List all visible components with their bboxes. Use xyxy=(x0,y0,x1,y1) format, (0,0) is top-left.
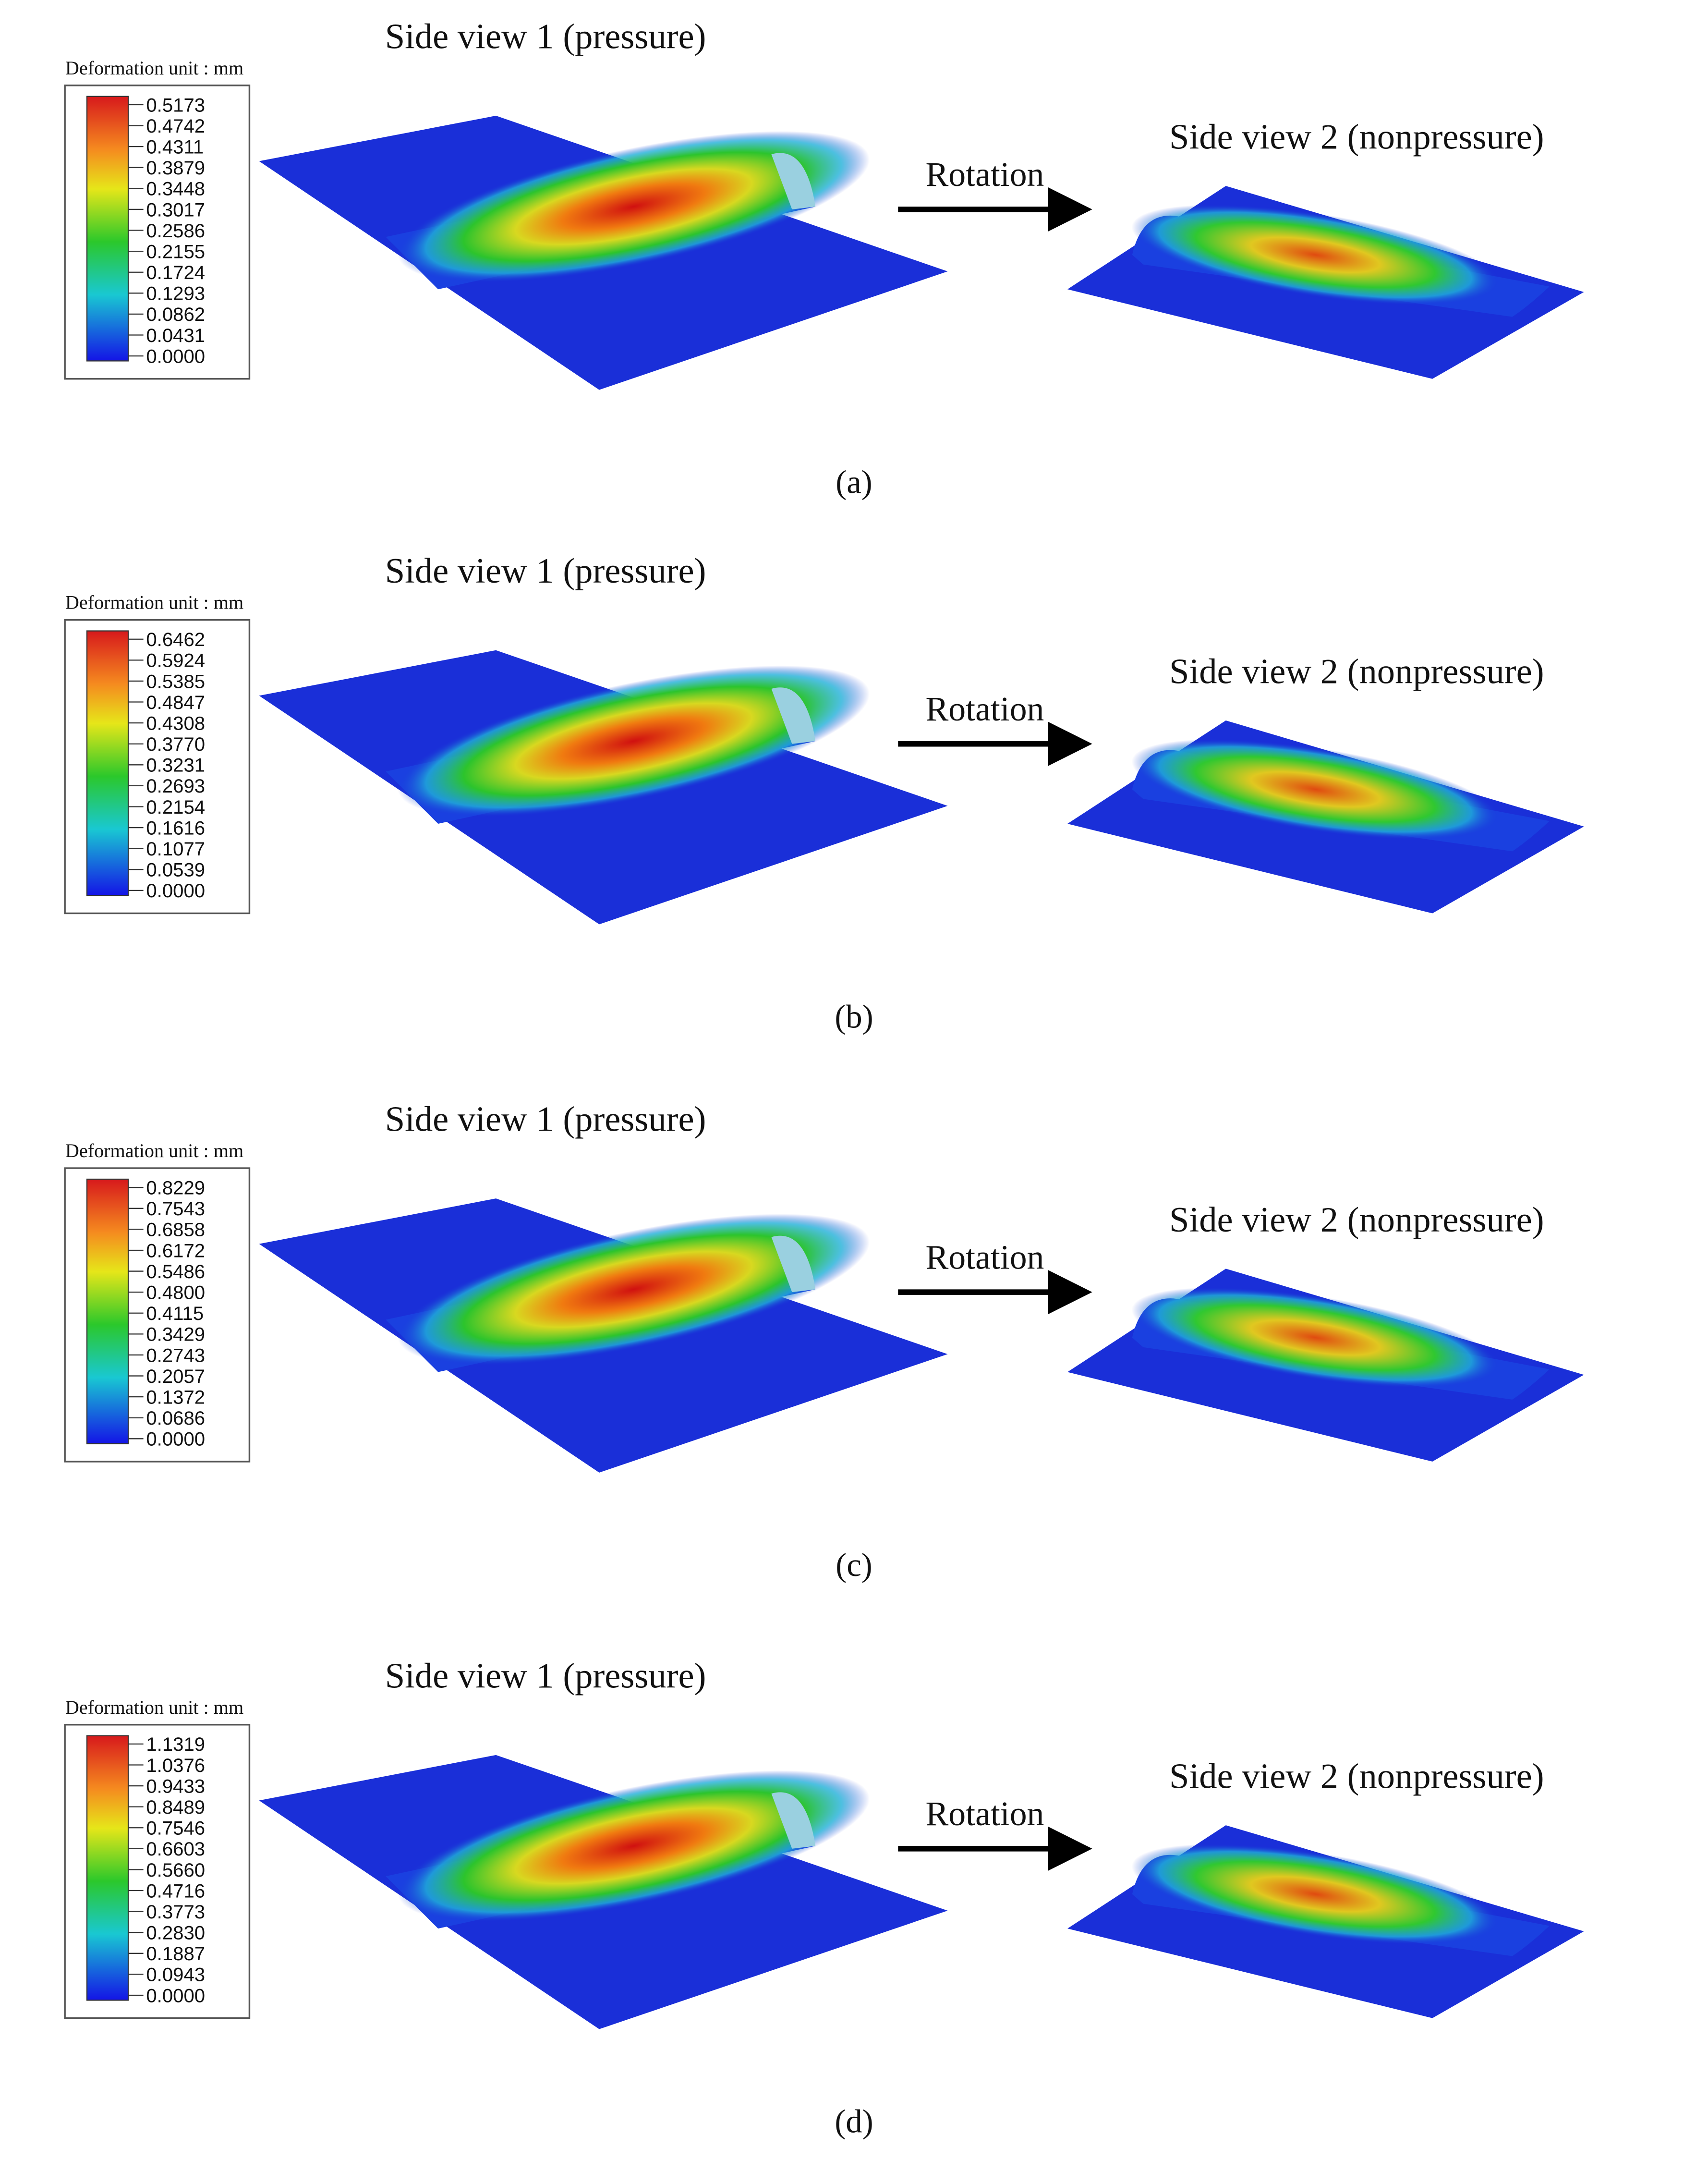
legend-label: 0.5173 xyxy=(146,94,205,116)
legend-label: 0.4800 xyxy=(146,1282,205,1304)
legend-label: 0.9433 xyxy=(146,1775,205,1797)
legend-label: 0.2057 xyxy=(146,1366,205,1387)
deformation-hot-spot xyxy=(398,1214,870,1365)
view2-title: Side view 2 (nonpressure) xyxy=(1169,1200,1544,1240)
legend-label: 0.0862 xyxy=(146,304,205,325)
view1-title: Side view 1 (pressure) xyxy=(385,551,706,591)
legend-label: 0.0000 xyxy=(146,1428,205,1450)
legend-label: 0.0000 xyxy=(146,345,205,367)
legend-label: 0.3231 xyxy=(146,755,205,776)
legend-label: 0.1887 xyxy=(146,1943,205,1965)
legend-label: 0.8489 xyxy=(146,1796,205,1818)
panel: Deformation unit : mm0.64620.59240.53850… xyxy=(64,551,1584,1035)
legend-label: 0.3429 xyxy=(146,1324,205,1345)
legend-label: 0.5660 xyxy=(146,1859,205,1881)
legend-label: 0.4742 xyxy=(146,115,205,137)
deformation-hot-spot xyxy=(398,131,870,282)
panel: Deformation unit : mm1.13191.03760.94330… xyxy=(64,1656,1584,2140)
legend-title: Deformation unit : mm xyxy=(65,592,243,613)
view2-title: Side view 2 (nonpressure) xyxy=(1169,118,1544,157)
legend-title: Deformation unit : mm xyxy=(65,57,243,79)
legend-label: 0.4847 xyxy=(146,692,205,713)
legend-title: Deformation unit : mm xyxy=(65,1140,243,1161)
legend-label: 0.4115 xyxy=(146,1303,204,1324)
legend-label: 0.4716 xyxy=(146,1880,205,1902)
legend-label: 0.5486 xyxy=(146,1261,205,1282)
legend-label: 0.3770 xyxy=(146,733,205,755)
legend-label: 1.0376 xyxy=(146,1755,205,1776)
legend-label: 0.1372 xyxy=(146,1386,205,1408)
legend-label: 0.0943 xyxy=(146,1964,205,1986)
rotation-label: Rotation xyxy=(925,155,1044,194)
legend-title: Deformation unit : mm xyxy=(65,1696,243,1718)
legend-label: 0.5385 xyxy=(146,671,205,692)
legend-label: 0.6462 xyxy=(146,629,205,650)
legend-label: 1.1319 xyxy=(146,1733,205,1755)
caption: (c) xyxy=(836,1547,872,1583)
deformation-spot xyxy=(1131,1287,1499,1388)
legend-label: 0.1616 xyxy=(146,817,205,839)
view2-title: Side view 2 (nonpressure) xyxy=(1169,652,1544,692)
deformation-hot-spot xyxy=(398,665,870,817)
legend-label: 0.1724 xyxy=(146,262,205,283)
ridge-end xyxy=(771,153,816,209)
legend-label: 0.0539 xyxy=(146,859,205,881)
legend-label: 0.0000 xyxy=(146,1985,205,2006)
legend-label: 0.2743 xyxy=(146,1344,205,1366)
legend-label: 0.7543 xyxy=(146,1198,205,1220)
legend-label: 0.8229 xyxy=(146,1177,205,1199)
view1-title: Side view 1 (pressure) xyxy=(385,1100,706,1139)
legend-label: 0.6858 xyxy=(146,1219,205,1241)
panel: Deformation unit : mm0.82290.75430.68580… xyxy=(64,1100,1584,1583)
rotation-label: Rotation xyxy=(925,1794,1044,1833)
legend-label: 0.6603 xyxy=(146,1838,205,1860)
legend-label: 0.2154 xyxy=(146,796,205,818)
panel: Deformation unit : mm0.51730.47420.43110… xyxy=(64,17,1584,500)
legend-label: 0.2586 xyxy=(146,220,205,242)
legend-label: 0.6172 xyxy=(146,1240,205,1261)
legend-label: 0.0686 xyxy=(146,1407,205,1429)
view1-title: Side view 1 (pressure) xyxy=(385,1656,706,1696)
legend-label: 0.3879 xyxy=(146,157,205,179)
legend-label: 0.2830 xyxy=(146,1922,205,1944)
rotation-label: Rotation xyxy=(925,690,1044,728)
legend-label: 0.0000 xyxy=(146,880,205,902)
legend-label: 0.7546 xyxy=(146,1818,205,1839)
rotation-label: Rotation xyxy=(925,1238,1044,1276)
deformation-hot-spot xyxy=(398,1770,870,1922)
legend-label: 0.4311 xyxy=(146,136,204,158)
legend-label: 0.4308 xyxy=(146,712,205,734)
legend-label: 0.5924 xyxy=(146,650,205,671)
caption: (a) xyxy=(836,464,872,500)
view2-title: Side view 2 (nonpressure) xyxy=(1169,1757,1544,1796)
deformation-spot xyxy=(1131,739,1499,840)
legend-label: 0.2155 xyxy=(146,241,205,262)
color-bar xyxy=(86,1735,129,2001)
ridge-end xyxy=(771,1792,816,1849)
deformation-spot xyxy=(1131,205,1499,305)
legend-label: 0.1293 xyxy=(146,283,205,305)
legend-label: 0.0431 xyxy=(146,325,205,346)
legend-label: 0.3448 xyxy=(146,178,205,200)
deformation-spot xyxy=(1131,1844,1499,1944)
caption: (b) xyxy=(835,999,873,1035)
caption: (d) xyxy=(835,2103,873,2140)
ridge-end xyxy=(771,687,816,744)
color-bar xyxy=(86,1178,129,1444)
color-bar xyxy=(86,630,129,896)
legend-label: 0.2693 xyxy=(146,775,205,797)
legend-label: 0.1077 xyxy=(146,838,205,860)
legend-label: 0.3773 xyxy=(146,1901,205,1923)
legend-label: 0.3017 xyxy=(146,199,205,220)
ridge-end xyxy=(771,1235,816,1293)
color-bar xyxy=(86,96,129,362)
view1-title: Side view 1 (pressure) xyxy=(385,17,706,56)
